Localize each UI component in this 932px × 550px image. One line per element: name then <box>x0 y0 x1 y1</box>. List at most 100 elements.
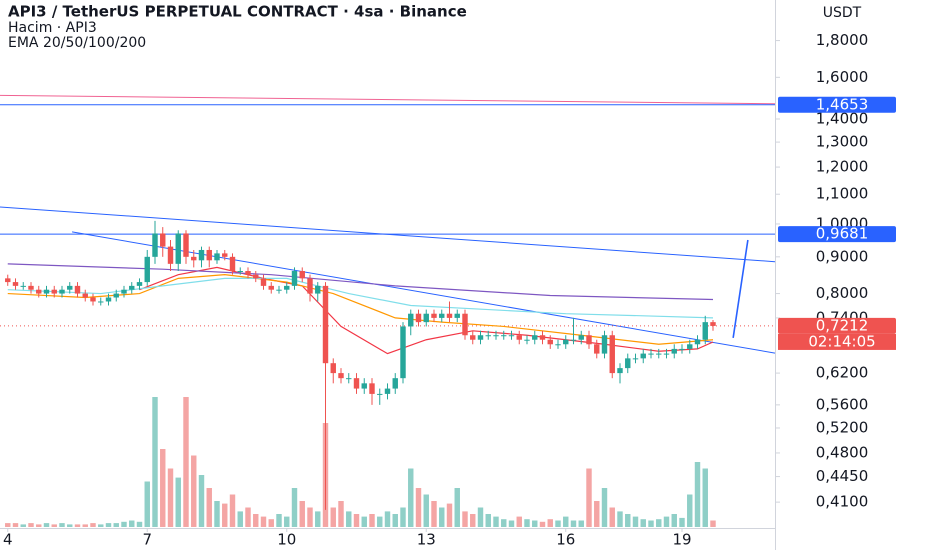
candle-body <box>229 256 236 272</box>
candle-body <box>400 326 406 379</box>
volume-bar <box>253 514 259 527</box>
volume-bar <box>462 511 468 527</box>
volume-bar <box>307 507 313 527</box>
volume-bar <box>477 507 484 527</box>
candle-body <box>36 289 42 294</box>
candle-body <box>423 313 429 323</box>
candle-body <box>687 344 693 349</box>
y-tick-label: 0,4100 <box>816 493 869 511</box>
candle-body <box>516 335 522 340</box>
volume-bar <box>74 524 81 527</box>
candle-body <box>601 335 608 354</box>
price-label-box <box>778 226 896 243</box>
volume-bar <box>369 514 375 527</box>
volume-bar <box>175 477 181 527</box>
candle-body <box>679 348 685 350</box>
candle-body <box>67 285 73 290</box>
candle-body <box>28 285 34 290</box>
volume-bar <box>470 514 476 527</box>
volume-bar <box>361 516 367 527</box>
candle-body <box>663 353 670 355</box>
volume-bar <box>539 521 546 527</box>
candle-body <box>160 233 166 247</box>
volume-bar <box>563 516 569 527</box>
candle-body <box>113 293 119 298</box>
x-tick-label: 7 <box>142 531 152 549</box>
candle-body <box>532 335 538 340</box>
volume-bar <box>43 523 50 527</box>
volume-bar <box>632 516 639 527</box>
y-tick-label: 1,4000 <box>816 109 869 127</box>
candle-body <box>121 289 127 294</box>
volume-bar <box>160 449 166 527</box>
y-tick-label: 0,4800 <box>816 443 869 461</box>
candle-body <box>462 313 468 336</box>
candle-body <box>485 335 491 337</box>
candle-body <box>291 271 298 286</box>
candle-body <box>284 285 290 290</box>
volume-bar <box>198 475 205 527</box>
volume-bar <box>415 488 422 527</box>
volume-bar <box>601 488 608 527</box>
candle-body <box>222 253 228 257</box>
volume-bar <box>694 462 701 527</box>
volume-bar <box>454 488 460 527</box>
candle-body <box>524 339 530 341</box>
volume-bar <box>423 494 429 527</box>
volume-bar <box>315 511 321 527</box>
volume-bar <box>191 455 197 527</box>
volume-bar <box>260 516 267 527</box>
ema-line <box>7 263 714 301</box>
price-label-box <box>778 317 896 334</box>
volume-bar <box>67 524 73 527</box>
volume-bar <box>400 507 406 527</box>
price-label: 0,9681 <box>816 225 869 243</box>
trend-line <box>71 231 776 354</box>
volume-bar <box>586 468 592 527</box>
price-label: 0,7212 <box>816 316 869 334</box>
volume-bar <box>446 503 453 527</box>
volume-bar <box>594 501 600 527</box>
volume-bar <box>508 520 515 527</box>
candle-body <box>268 285 274 290</box>
candle-body <box>392 378 398 389</box>
candle-body <box>640 353 646 359</box>
chart-title: API3 / TetherUS PERPETUAL CONTRACT · 4sa… <box>8 3 467 21</box>
volume-bar <box>501 519 507 527</box>
candle-body <box>167 246 174 264</box>
volume-bar <box>113 523 119 527</box>
candle-body <box>90 297 96 302</box>
candle-body <box>346 378 352 380</box>
candle-body <box>5 278 11 283</box>
candle-body <box>415 313 422 323</box>
volume-bar <box>245 507 251 527</box>
volume-bar <box>671 514 677 527</box>
indicator-label: EMA 20/50/100/200 <box>8 35 146 51</box>
candle-body <box>648 353 654 355</box>
y-tick-label: 1,8000 <box>816 31 869 49</box>
candle-body <box>105 297 112 302</box>
volume-bar <box>663 516 670 527</box>
x-tick-label: 4 <box>3 531 13 549</box>
candle-body <box>260 278 267 286</box>
candle-body <box>671 348 677 354</box>
candle-body <box>43 289 50 294</box>
candle-body <box>656 353 662 355</box>
volume-bar <box>431 501 437 527</box>
candle-body <box>20 285 26 287</box>
volume-bar <box>524 519 530 527</box>
volume-bar <box>144 481 150 527</box>
candle-body <box>191 256 197 261</box>
price-label: 1,4653 <box>816 95 869 113</box>
candle-body <box>322 285 329 364</box>
candle-body <box>315 285 321 294</box>
candle-body <box>586 335 592 345</box>
y-tick-label: 1,6000 <box>816 68 869 86</box>
candle-body <box>98 301 104 303</box>
volume-bar <box>516 516 522 527</box>
y-tick-label: 0,9000 <box>816 247 869 265</box>
candle-body <box>237 271 243 273</box>
candle-body <box>578 335 584 340</box>
